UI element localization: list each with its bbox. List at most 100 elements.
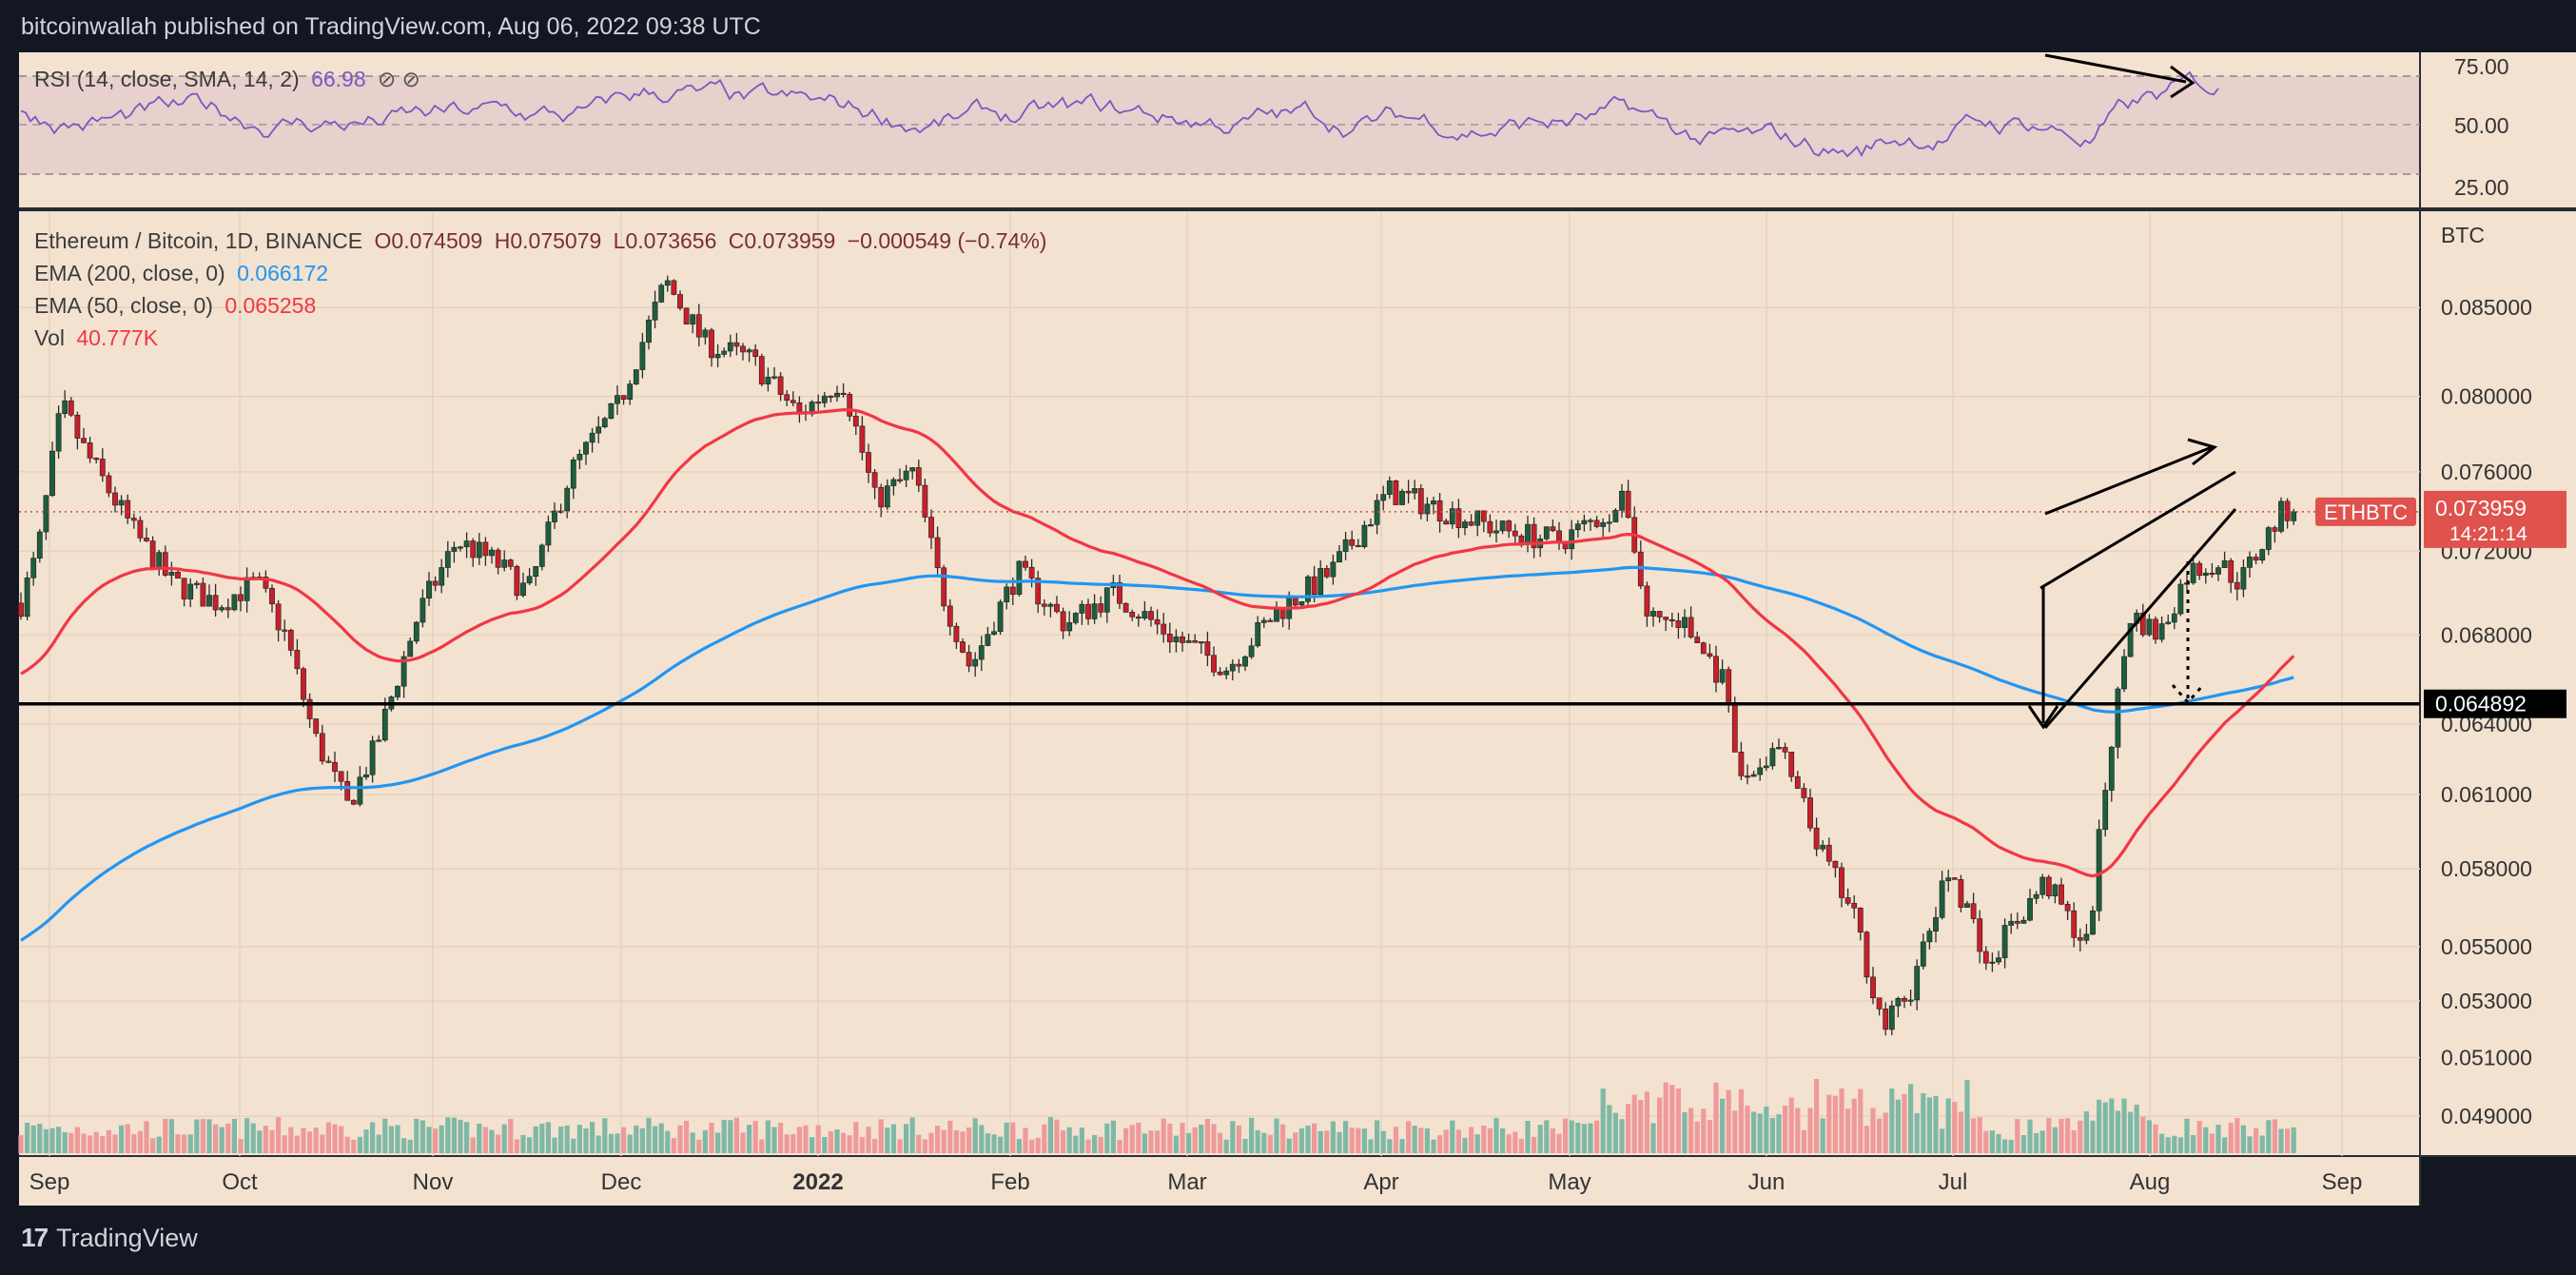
rsi-label: RSI (14, close, SMA, 14, 2) (34, 67, 300, 91)
volume-bar (1455, 1129, 1461, 1153)
candle-body (1864, 932, 1870, 978)
candle-body (1907, 999, 1914, 1002)
candle-body (68, 400, 74, 416)
arrow-head (2170, 65, 2195, 99)
volume-bar (1061, 1129, 1066, 1153)
candle-body (231, 594, 238, 611)
volume-bar (470, 1137, 476, 1153)
volume-bar (376, 1134, 381, 1153)
candle-body (652, 302, 658, 321)
candle-body (55, 413, 62, 452)
volume-bar (125, 1124, 130, 1153)
volume-bar (1776, 1114, 1782, 1153)
volume-bar (1375, 1120, 1380, 1153)
candle-body (1550, 526, 1556, 532)
volume-bar (1481, 1126, 1487, 1153)
volume-bar (1487, 1128, 1493, 1153)
candle-body (470, 540, 477, 559)
tradingview-brand[interactable]: 17 TradingView (21, 1223, 198, 1253)
volume-bar (608, 1133, 614, 1153)
candle-body (306, 698, 313, 719)
volume-bar (1563, 1118, 1569, 1153)
candle-body (1726, 669, 1732, 703)
candle-body (695, 314, 702, 338)
volume-bar (1079, 1128, 1084, 1153)
candle-body (847, 394, 853, 417)
volume-bar (112, 1134, 118, 1153)
candle-body (570, 459, 576, 489)
volume-bar (18, 1134, 24, 1153)
main-panel (19, 211, 2420, 1156)
candle-body (301, 668, 306, 700)
volume-bar (1738, 1089, 1744, 1153)
volume-bar (2209, 1133, 2215, 1153)
volume-bar (2254, 1128, 2259, 1153)
volume-bar (351, 1139, 357, 1153)
candle-body (81, 438, 87, 443)
volume-bar (1016, 1139, 1022, 1153)
candle-body (2059, 884, 2064, 905)
eye-icon[interactable]: ⊘ ⊘ (378, 67, 420, 91)
volume-bar (2165, 1137, 2171, 1153)
volume-bar (1211, 1124, 1217, 1153)
volume-bar (2121, 1098, 2127, 1153)
volume-bar (1688, 1108, 1694, 1153)
volume-bar (1161, 1118, 1166, 1153)
candle-body (1964, 903, 1970, 908)
candle-body (1198, 641, 1204, 644)
volume-bar (960, 1131, 966, 1153)
candle-body (1337, 551, 1342, 563)
candle-body (1801, 788, 1807, 798)
volume-bar (263, 1126, 268, 1153)
candle-body (1449, 508, 1455, 525)
candle-body (313, 718, 320, 735)
candle-body (1989, 961, 1996, 964)
candle-body (1305, 576, 1311, 602)
volume-bar (74, 1127, 80, 1153)
volume-bar (828, 1130, 833, 1153)
candle-body (2127, 622, 2134, 657)
volume-bar (1010, 1122, 1016, 1153)
ohlc-high: H0.075079 (494, 228, 602, 253)
ema200-label[interactable]: EMA (200, close, 0) (34, 261, 225, 285)
volume-bar (615, 1133, 620, 1153)
volume-bar (646, 1117, 652, 1153)
volume-bar (1142, 1133, 1147, 1153)
volume-bar (1757, 1113, 1763, 1153)
candle-body (658, 284, 665, 303)
volume-bar (1751, 1111, 1757, 1153)
volume-bar (1387, 1139, 1393, 1153)
volume-bar (163, 1118, 168, 1153)
rsi-legend: RSI (14, close, SMA, 14, 2) 66.98 ⊘ ⊘ (34, 67, 426, 92)
symbol-label[interactable]: Ethereum / Bitcoin, 1D, BINANCE (34, 228, 363, 253)
candle-body (181, 578, 187, 599)
candle-body (350, 799, 357, 805)
ema50-label[interactable]: EMA (50, close, 0) (34, 293, 213, 318)
volume-bar (972, 1118, 978, 1153)
volume-bar (740, 1132, 746, 1153)
volume-bar (1098, 1136, 1103, 1153)
candle-body (1794, 775, 1801, 789)
price-tick-label: 0.055000 (2441, 934, 2532, 959)
candle-body (533, 566, 539, 578)
vol-value: 40.777K (76, 325, 159, 350)
candle-body (357, 776, 363, 805)
candle-body (960, 641, 966, 653)
candle-body (275, 603, 282, 631)
candle-body (1588, 520, 1593, 522)
volume-bar (100, 1136, 106, 1153)
volume-bar (702, 1129, 708, 1153)
candle-body (1888, 1005, 1895, 1030)
candle-body (1462, 521, 1468, 528)
candle-body (489, 549, 495, 557)
candle-body (1750, 774, 1757, 777)
volume-bar (1895, 1099, 1901, 1153)
volume-bar (1261, 1132, 1267, 1153)
volume-bar (1148, 1130, 1154, 1153)
volume-bar (1631, 1094, 1637, 1153)
vol-label[interactable]: Vol (34, 325, 65, 350)
volume-bar (1600, 1089, 1606, 1153)
volume-bar (1274, 1118, 1279, 1153)
volume-bar (1612, 1112, 1618, 1153)
